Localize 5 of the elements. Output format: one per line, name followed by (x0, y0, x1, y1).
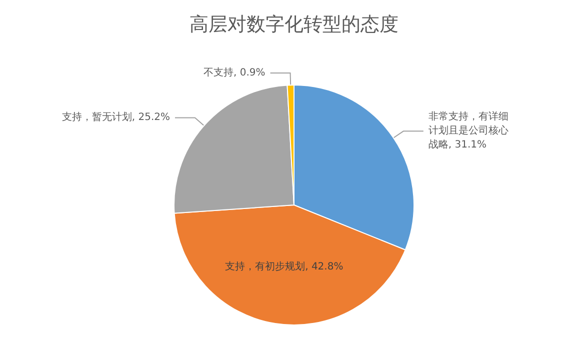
slice-label: 不支持, 0.9% (204, 66, 266, 79)
slice-label: 支持，暂无计划, 25.2% (62, 111, 170, 124)
slice-label: 支持，有初步规划, 42.8% (225, 260, 344, 273)
chart-title: 高层对数字化转型的态度 (190, 14, 398, 36)
slice-label: 非常支持，有详细计划且是公司核心战略, 31.1% (428, 110, 508, 151)
